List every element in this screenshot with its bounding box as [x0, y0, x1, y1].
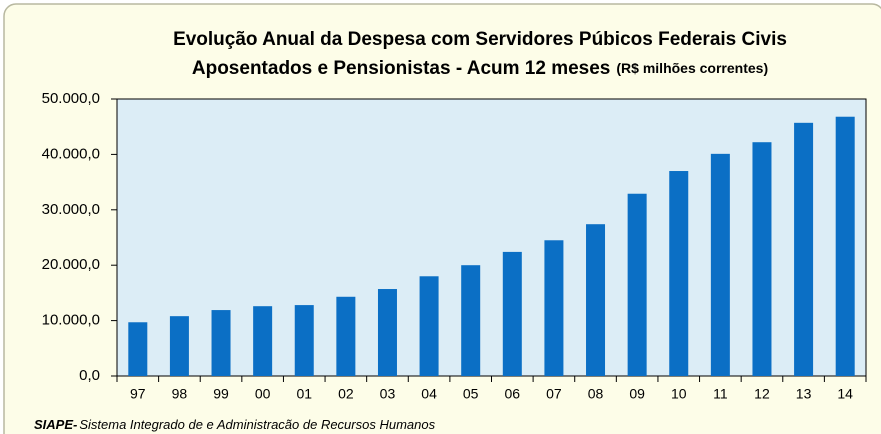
x-tick-label: 14 [837, 386, 853, 402]
bar [669, 171, 689, 376]
y-tick-label: 10.000,0 [42, 312, 100, 329]
x-tick-label: 10 [671, 386, 687, 402]
bar [461, 265, 481, 376]
bar [377, 289, 397, 376]
y-tick-label: 20.000,0 [42, 256, 100, 273]
bar [627, 193, 647, 376]
x-tick-label: 01 [296, 386, 312, 402]
y-tick-label: 50.000,0 [42, 90, 100, 107]
bar [211, 310, 231, 376]
x-tick-label: 06 [505, 386, 521, 402]
bar [752, 142, 772, 376]
x-tick-label: 97 [130, 386, 146, 402]
bar [336, 296, 356, 376]
chart-title: Evolução Anual da Despesa com Servidores… [173, 29, 787, 50]
bar [502, 251, 522, 376]
bar [586, 224, 606, 376]
y-tick-label: 40.000,0 [42, 145, 100, 162]
x-tick-label: 04 [421, 386, 437, 402]
chart-title: Aposentados e Pensionistas - Acum 12 mes… [192, 58, 768, 79]
x-tick-label: 05 [463, 386, 479, 402]
bar [294, 305, 314, 376]
x-tick-label: 03 [380, 386, 396, 402]
x-tick-label: 99 [213, 386, 229, 402]
bar [544, 240, 564, 376]
bar [169, 316, 189, 376]
source-text: Sistema Integrado de e Administracão de … [79, 417, 435, 432]
x-tick-label: 02 [338, 386, 354, 402]
x-tick-label: 13 [796, 386, 812, 402]
x-tick-label: 11 [713, 386, 728, 402]
source-label: SIAPE- [34, 417, 77, 432]
chart-subtitle: (R$ milhões correntes) [616, 60, 768, 76]
y-tick-label: 30.000,0 [42, 201, 100, 218]
plot-area [116, 98, 867, 377]
bar [419, 276, 439, 376]
x-tick-label: 12 [754, 386, 770, 402]
y-tick-label: 0,0 [79, 367, 100, 384]
bar [253, 306, 273, 376]
source-note: SIAPE- Sistema Integrado de e Administrac… [34, 417, 436, 432]
x-tick-label: 98 [172, 386, 188, 402]
x-tick-label: 07 [546, 386, 562, 402]
bar [835, 116, 855, 376]
bar [128, 322, 148, 376]
x-tick-label: 00 [255, 386, 271, 402]
x-tick-label: 09 [629, 386, 645, 402]
chart-title-line: Aposentados e Pensionistas - Acum 12 mes… [192, 58, 611, 79]
bar [794, 122, 814, 377]
x-tick-label: 08 [588, 386, 604, 402]
bar [710, 153, 730, 376]
